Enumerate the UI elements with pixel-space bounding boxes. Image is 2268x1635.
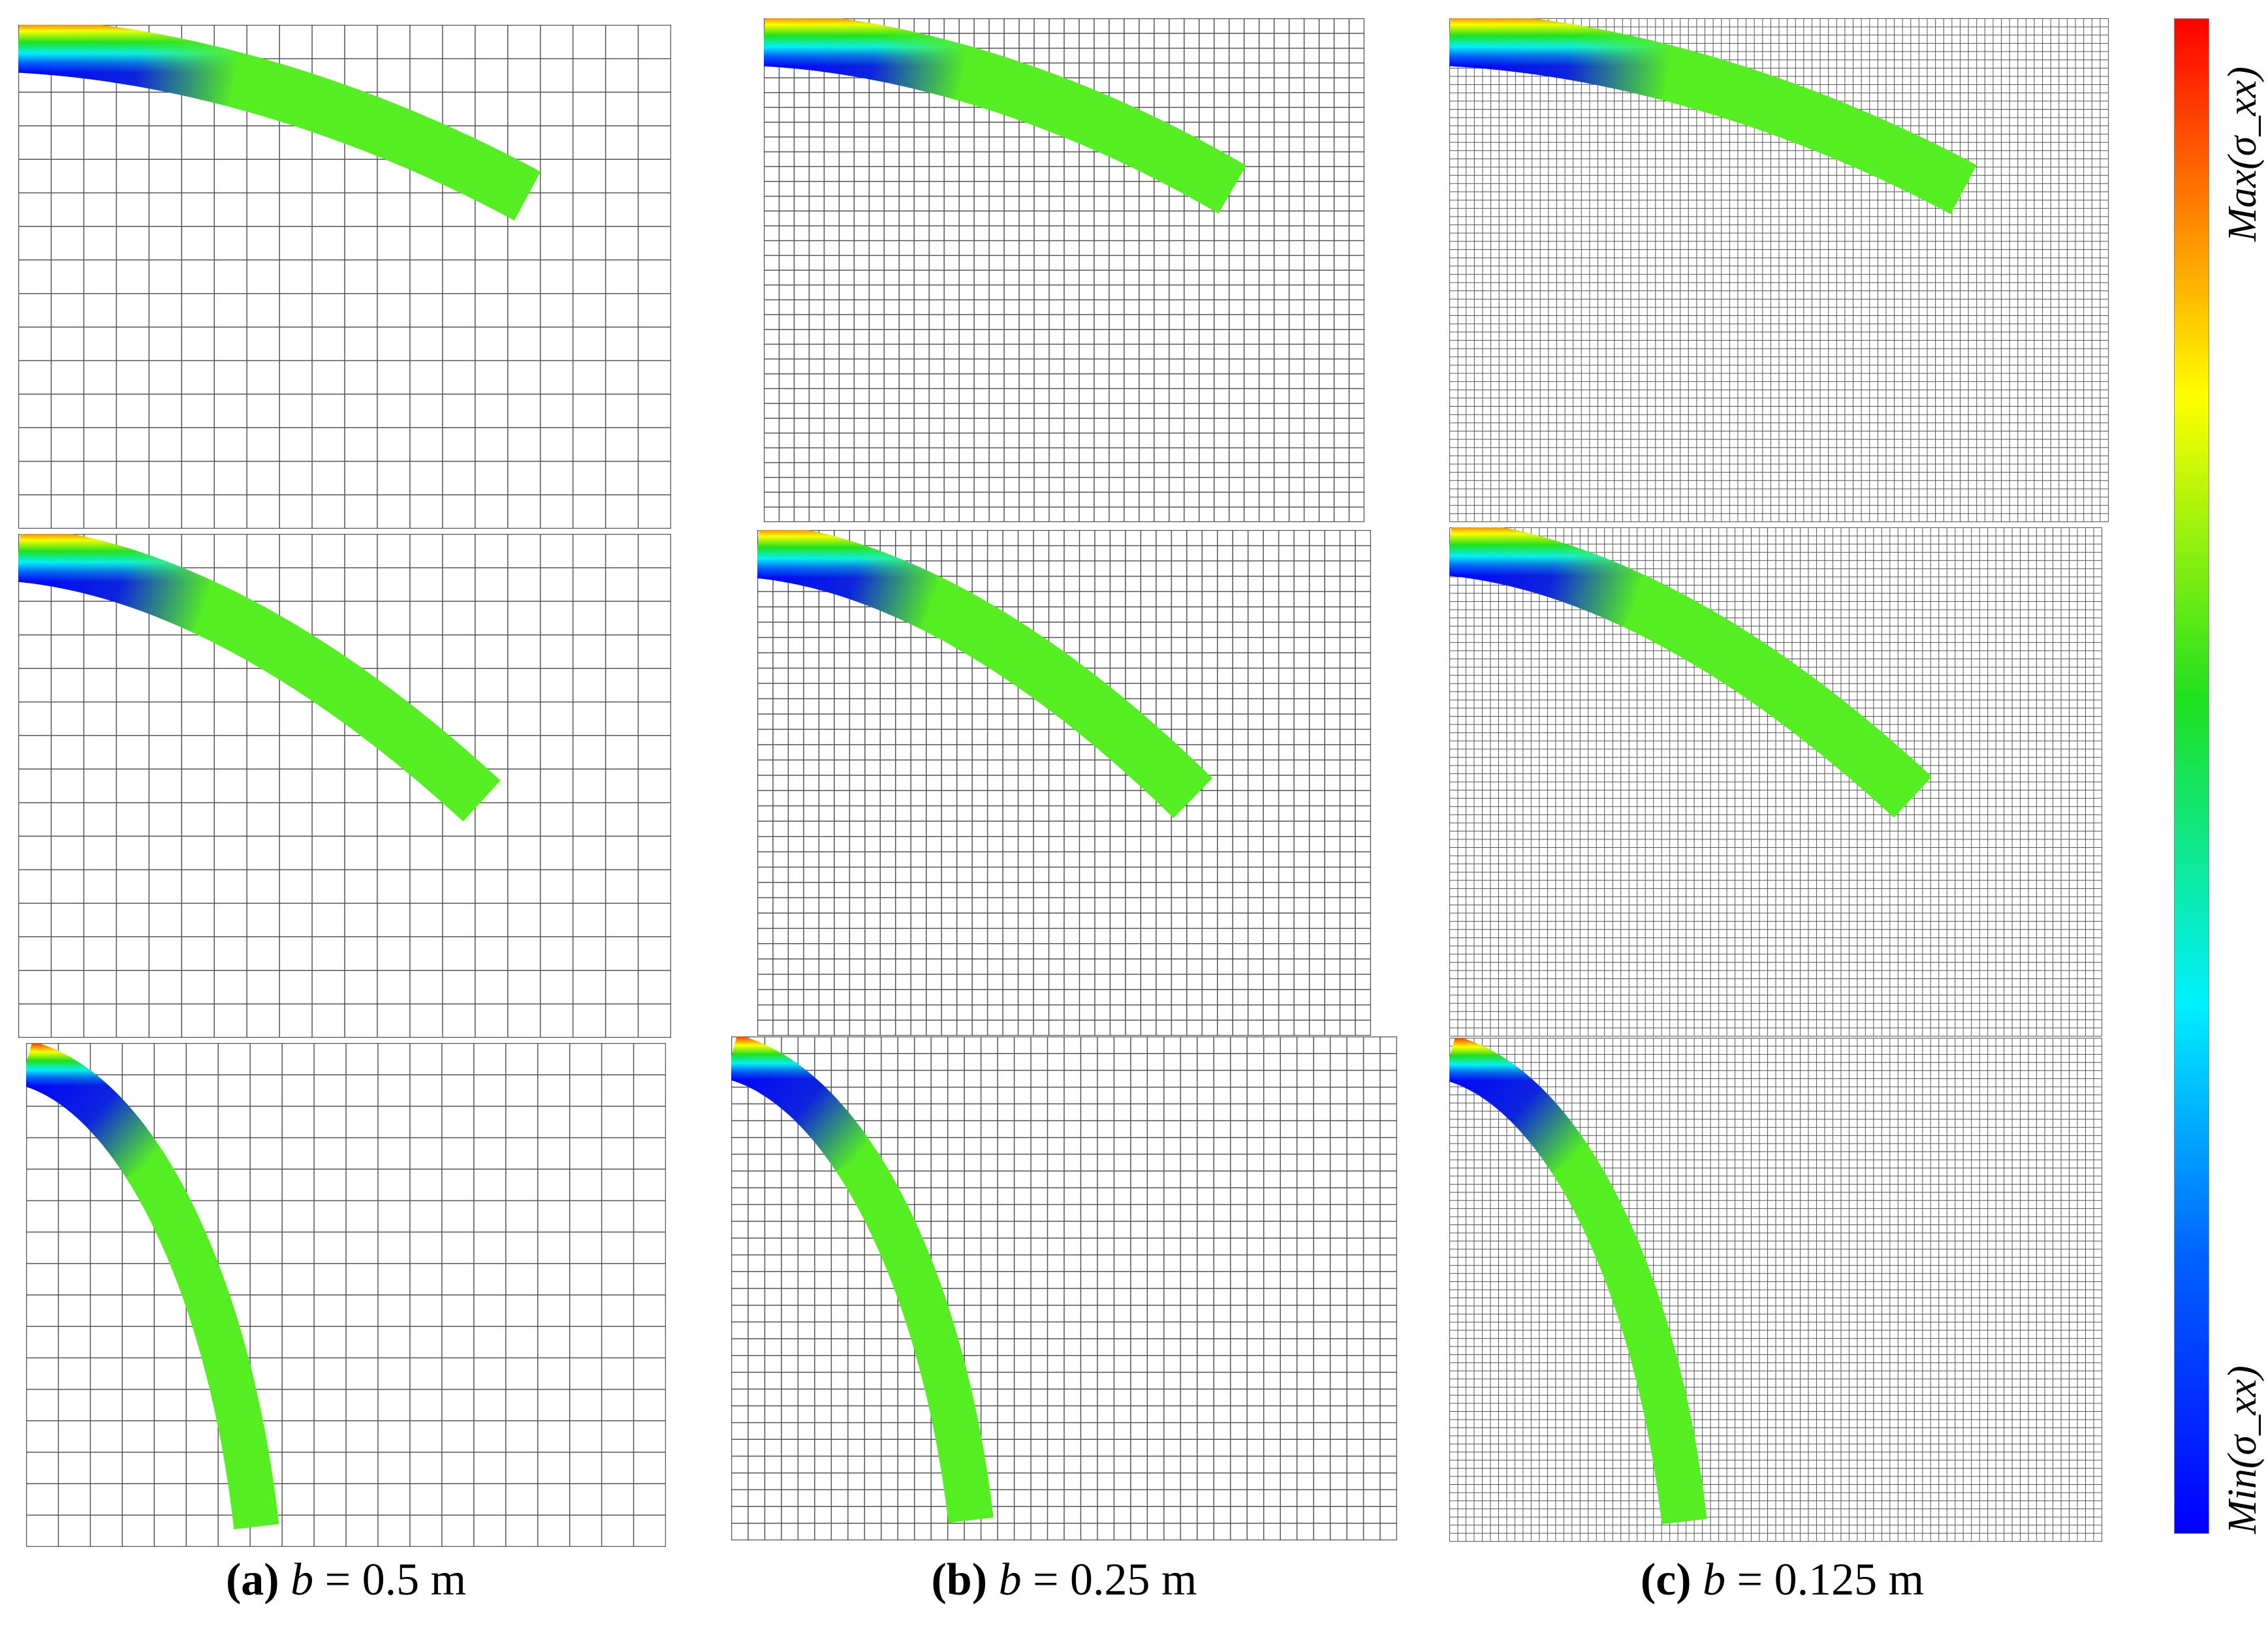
beam-stress-band <box>1449 18 1676 101</box>
caption-a-symbol: b <box>291 1555 314 1605</box>
panel-a-row2 <box>18 534 671 1038</box>
caption-b-symbol: b <box>998 1555 1022 1605</box>
mesh-grid <box>1449 18 2109 522</box>
mesh-svg-b2 <box>757 530 1371 1036</box>
beam-body <box>731 1036 994 1523</box>
mesh-grid <box>757 530 1371 1036</box>
caption-a-equals: = <box>313 1555 362 1605</box>
caption-c-value: 0.125 m <box>1774 1555 1925 1605</box>
panel-b-row3 <box>731 1036 1397 1540</box>
caption-c: (c) b = 0.125 m <box>1580 1551 1985 1610</box>
panel-a-row3 <box>26 1043 666 1547</box>
panel-a-row1 <box>18 25 671 529</box>
mesh-svg-b3 <box>731 1036 1397 1540</box>
beam-stress-band <box>1449 1038 1590 1173</box>
panel-b-row1 <box>764 18 1364 522</box>
beam-stress-band <box>1449 527 1648 627</box>
caption-c-label: (c) <box>1640 1555 1692 1605</box>
panel-b-row2 <box>757 530 1371 1036</box>
panel-c-row2 <box>1449 527 2102 1036</box>
mesh-grid <box>1449 527 2102 1036</box>
caption-a-value: 0.5 m <box>362 1555 467 1605</box>
colorbar-max-label: Max(σ_xx) <box>2220 66 2265 241</box>
beam-stress-band <box>26 1043 165 1178</box>
mesh-svg-a3 <box>26 1043 666 1547</box>
beam-body <box>1449 1038 1707 1525</box>
caption-a: (a) b = 0.5 m <box>150 1551 542 1610</box>
panel-c-row1 <box>1449 18 2109 522</box>
beam-stress-band <box>18 534 217 633</box>
colorbar-min-label: Min(σ_xx) <box>2220 1365 2265 1534</box>
beam-body <box>26 1043 279 1530</box>
mesh-grid <box>26 1043 666 1547</box>
beam-stress-band <box>757 530 945 629</box>
beam-stress-band <box>18 25 243 107</box>
mesh-svg-c3 <box>1449 1038 2102 1542</box>
mesh-svg-c1 <box>1449 18 2109 522</box>
colorbar <box>2174 18 2209 1534</box>
caption-b-label: (b) <box>931 1555 988 1605</box>
mesh-svg-a1 <box>18 25 671 529</box>
caption-c-equals: = <box>1725 1555 1774 1605</box>
mesh-svg-c2 <box>1449 527 2102 1036</box>
caption-b-value: 0.25 m <box>1070 1555 1197 1605</box>
caption-a-label: (a) <box>225 1555 279 1605</box>
panel-c-row3 <box>1449 1038 2102 1542</box>
beam-stress-band <box>764 18 971 101</box>
mesh-svg-b1 <box>764 18 1364 522</box>
caption-b: (b) b = 0.25 m <box>868 1551 1260 1610</box>
mesh-grid <box>764 18 1364 522</box>
caption-b-equals: = <box>1021 1555 1071 1605</box>
mesh-svg-a2 <box>18 534 671 1038</box>
caption-c-symbol: b <box>1703 1555 1726 1605</box>
beam-stress-band <box>731 1036 874 1172</box>
mesh-grid <box>18 534 671 1038</box>
